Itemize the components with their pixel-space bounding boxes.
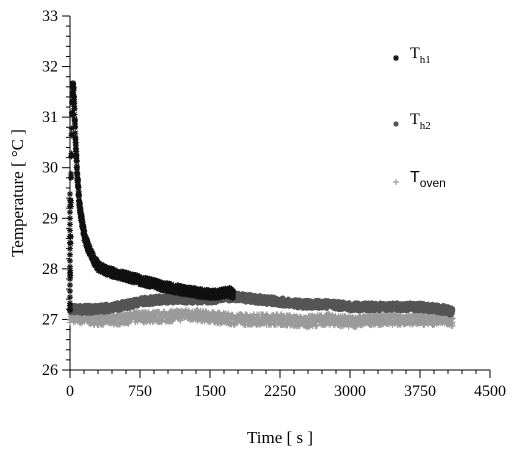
series-point-th1 (68, 170, 75, 177)
series-point-th1 (72, 124, 79, 131)
y-tick-label: 32 (42, 59, 58, 76)
axes: 0 750 1500 2250 3000 3750 4500 26 27 28 29 30 31 32 33 (42, 8, 506, 400)
series-point-th1 (84, 238, 91, 245)
x-tick-label: 3750 (404, 383, 436, 400)
series-point-th1 (75, 184, 82, 191)
legend-label-toven: Toven (410, 169, 446, 190)
series-point-th1 (74, 172, 81, 179)
series-point-th1 (67, 257, 73, 264)
series-point-th1 (86, 243, 93, 250)
series-point-th1 (72, 142, 79, 149)
series-point-th1 (68, 125, 75, 132)
series-point-th1 (89, 250, 96, 257)
y-tick-label: 30 (42, 160, 58, 177)
series-point-th1 (71, 99, 78, 106)
legend-label-th1: Th1 (410, 45, 431, 66)
legend-label-th2: Th2 (410, 111, 431, 132)
series-point-th1 (73, 148, 80, 155)
series-point-th1 (67, 288, 73, 295)
series-point-toven (449, 322, 456, 329)
series-point-th1 (70, 87, 77, 94)
series-point-th1 (230, 288, 237, 295)
series-point-th1 (67, 233, 73, 240)
series-point-toven (409, 319, 416, 326)
series-point-th1 (77, 208, 84, 215)
series-point-th1 (67, 221, 73, 228)
series-point-th1 (68, 112, 75, 119)
series-point-th1 (67, 227, 73, 234)
series-point-th1 (88, 248, 95, 255)
series-point-th1 (73, 157, 80, 164)
x-tick-label: 1500 (194, 383, 226, 400)
series-point-th1 (67, 300, 73, 307)
x-tick-label: 3000 (334, 383, 366, 400)
legend-label-sub: h1 (420, 54, 431, 66)
series-point-toven (313, 322, 320, 329)
legend-marker-toven (393, 179, 399, 185)
series-point-th1 (67, 251, 73, 258)
series-point-th1 (70, 94, 77, 101)
x-axis-title: Time [ s ] (247, 428, 313, 447)
series-point-th1 (67, 191, 73, 198)
series-point-th1 (67, 209, 73, 216)
series-point-th1 (67, 294, 73, 301)
series-point-th1 (67, 263, 73, 270)
series-point-th1 (67, 245, 73, 252)
series-point-th1 (74, 176, 81, 183)
series-point-th1 (76, 201, 83, 208)
series-point-th1 (70, 80, 77, 87)
legend-label-main: T (410, 169, 420, 186)
y-tick-label: 28 (42, 261, 58, 278)
y-tick-label: 26 (42, 362, 58, 379)
series-point-th1 (67, 239, 73, 246)
x-tick-label: 4500 (474, 383, 506, 400)
series-point-th1 (72, 130, 79, 137)
series-point-th1 (67, 269, 73, 276)
series-point-th1 (72, 136, 79, 143)
series-point-th1 (71, 105, 78, 112)
series-point-th1 (199, 286, 206, 293)
y-tick-label: 31 (42, 109, 58, 126)
series-point-th1 (67, 197, 73, 204)
series-toven (67, 306, 456, 331)
legend-marker-th2 (393, 121, 399, 127)
series-th2 (67, 290, 456, 318)
x-tick-label: 750 (128, 383, 152, 400)
series-point-th1 (68, 109, 75, 116)
series-point-th1 (229, 294, 236, 301)
y-axis-title: Temperature [ °C ] (8, 129, 27, 257)
y-tick-label: 27 (42, 311, 58, 328)
series-th1 (67, 80, 237, 314)
series-point-th1 (68, 132, 75, 139)
series-point-th1 (80, 223, 87, 230)
legend-label-main: T (410, 111, 420, 128)
series-point-th1 (67, 282, 73, 289)
series-point-th1 (72, 120, 79, 127)
series-point-th1 (75, 188, 82, 195)
data-series (67, 80, 456, 331)
x-tick-label: 2250 (264, 383, 296, 400)
series-point-th1 (67, 275, 73, 282)
series-point-th1 (75, 191, 82, 198)
legend-marker-th1 (393, 55, 399, 61)
legend-label-sub: h2 (420, 120, 431, 132)
series-point-th1 (138, 274, 145, 281)
series-point-th1 (74, 166, 80, 173)
series-point-th1 (68, 153, 75, 160)
y-tick-label: 29 (42, 210, 58, 227)
series-point-th1 (67, 306, 73, 313)
legend-label-main: T (410, 45, 420, 62)
series-point-th1 (71, 116, 78, 123)
series-point-th1 (68, 174, 75, 181)
x-tick-label: 0 (66, 383, 74, 400)
series-point-th1 (71, 111, 78, 118)
legend-label-sub: oven (420, 176, 446, 190)
series-point-th1 (67, 203, 73, 210)
series-point-th2 (450, 306, 456, 312)
y-tick-label: 33 (42, 8, 58, 25)
series-point-th1 (81, 228, 88, 235)
series-point-th1 (67, 215, 73, 222)
